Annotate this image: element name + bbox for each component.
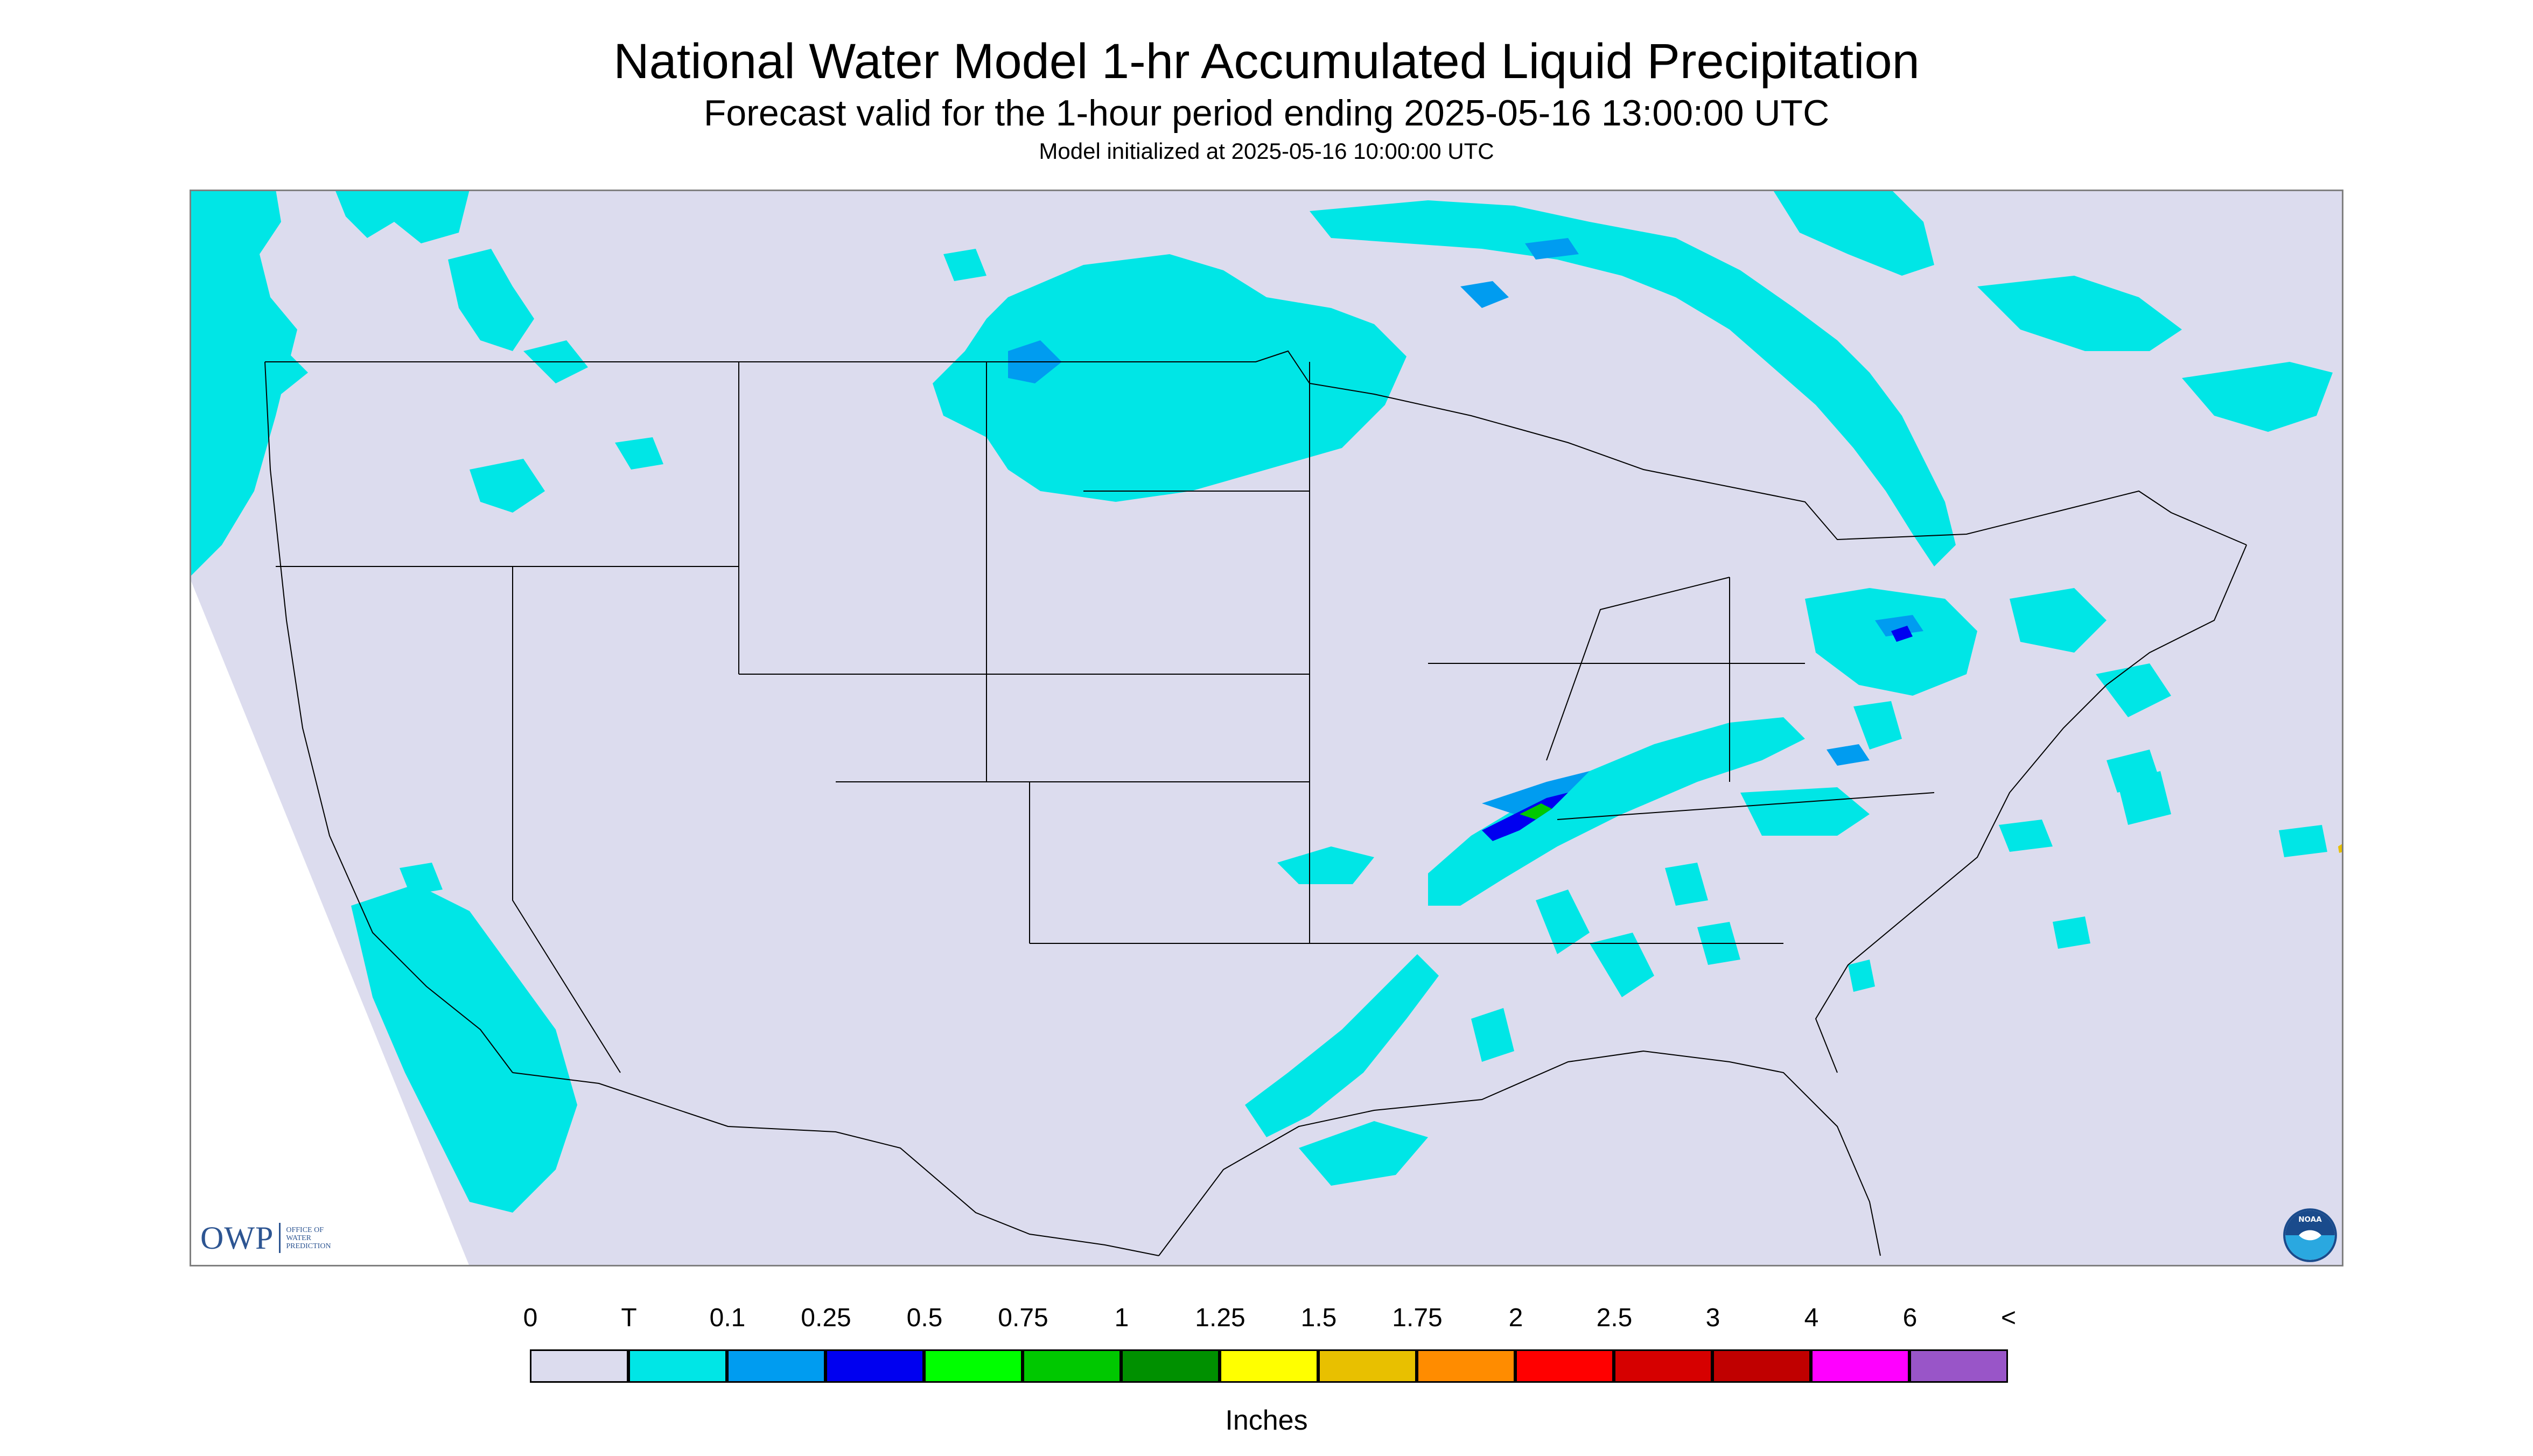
legend-tick-label: 0 bbox=[523, 1304, 538, 1332]
legend-tick-label: 0.5 bbox=[906, 1304, 943, 1332]
legend-tick-label: 0.75 bbox=[998, 1304, 1048, 1332]
legend-swatch bbox=[1022, 1349, 1121, 1383]
legend-swatch bbox=[1909, 1349, 2008, 1383]
legend-swatch bbox=[1515, 1349, 1614, 1383]
legend-swatch bbox=[1712, 1349, 1811, 1383]
legend-swatch bbox=[726, 1349, 825, 1383]
legend-swatch bbox=[1219, 1349, 1318, 1383]
legend-tick-label: 2 bbox=[1508, 1304, 1523, 1332]
map-title: National Water Model 1-hr Accumulated Li… bbox=[613, 34, 1920, 89]
legend-swatch bbox=[1318, 1349, 1417, 1383]
owp-logo: OWP OFFICE OF WATER PREDICTION bbox=[200, 1218, 361, 1258]
legend-swatch bbox=[1416, 1349, 1515, 1383]
noaa-seal-text: NOAA bbox=[2298, 1215, 2322, 1224]
legend-tick-label: 6 bbox=[1902, 1304, 1918, 1332]
legend-tick-label: 0.1 bbox=[709, 1304, 746, 1332]
boundaries bbox=[264, 350, 2247, 1256]
legend-swatch bbox=[1613, 1349, 1712, 1383]
legend-swatch bbox=[529, 1349, 628, 1383]
legend-swatch bbox=[1121, 1349, 1220, 1383]
legend-tick-label: 0.25 bbox=[801, 1304, 851, 1332]
precip-trace-areas bbox=[190, 190, 2333, 1213]
domain-mask-left bbox=[190, 577, 470, 1266]
legend-tick-label: < bbox=[2000, 1304, 2017, 1332]
legend-swatch bbox=[923, 1349, 1023, 1383]
precip-light-areas bbox=[1008, 238, 1923, 814]
noaa-seal-icon: NOAA bbox=[2283, 1208, 2337, 1262]
owp-logo-mark: OWP bbox=[200, 1220, 274, 1256]
legend-tick-label: 2.5 bbox=[1596, 1304, 1633, 1332]
legend-units: Inches bbox=[1225, 1405, 1308, 1436]
model-init-time: Model initialized at 2025-05-16 10:00:00… bbox=[1039, 138, 1494, 164]
legend-tick-label: 1.5 bbox=[1300, 1304, 1337, 1332]
precip-heavy-areas bbox=[1482, 626, 2343, 853]
legend-tick-label: 1.75 bbox=[1392, 1304, 1443, 1332]
legend-tick-label: 3 bbox=[1705, 1304, 1720, 1332]
map-subtitle: Forecast valid for the 1-hour period end… bbox=[703, 93, 1830, 134]
legend-tick-label: 1.25 bbox=[1195, 1304, 1245, 1332]
legend-tick-label: 1 bbox=[1114, 1304, 1129, 1332]
legend-swatch bbox=[825, 1349, 924, 1383]
legend-swatch bbox=[628, 1349, 727, 1383]
legend-tick-label: 4 bbox=[1804, 1304, 1819, 1332]
legend-tick-label: T bbox=[621, 1304, 637, 1332]
owp-logo-text: OFFICE OF WATER PREDICTION bbox=[286, 1226, 331, 1250]
legend-swatch bbox=[1810, 1349, 1909, 1383]
owp-logo-divider bbox=[279, 1223, 281, 1253]
precipitation-map bbox=[190, 190, 2343, 1266]
map-frame bbox=[190, 190, 2343, 1266]
